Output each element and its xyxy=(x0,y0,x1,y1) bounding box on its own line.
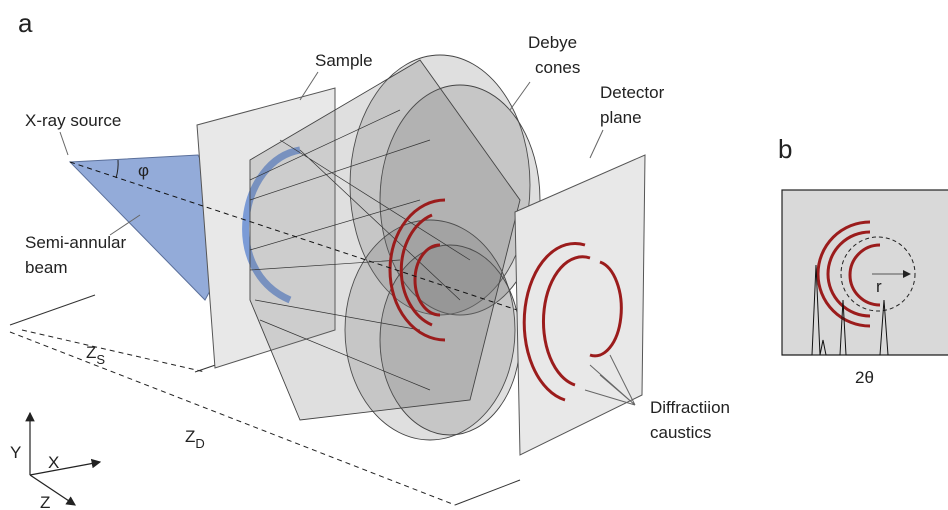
label-debye: Debye xyxy=(528,33,577,52)
label-zd: ZD xyxy=(185,427,205,451)
panel-label: a xyxy=(18,8,33,38)
label-source: X-ray source xyxy=(25,111,121,130)
leaders xyxy=(59,71,636,406)
phi-arc xyxy=(115,159,119,179)
label-caustics: caustics xyxy=(650,423,711,442)
axis-label: X xyxy=(48,453,59,472)
panel-b xyxy=(781,189,948,356)
sample-plane xyxy=(196,87,336,369)
distance-lines xyxy=(9,294,521,506)
label-phi: φ xyxy=(138,161,149,180)
label-two-theta: 2θ xyxy=(855,368,874,387)
label-debye: cones xyxy=(535,58,580,77)
label-zs: ZS xyxy=(86,343,105,367)
axis-label: Z xyxy=(40,493,50,510)
label-detector: Detector xyxy=(600,83,665,102)
label-r: r xyxy=(876,277,882,296)
axis-label: Y xyxy=(10,443,21,462)
caustic xyxy=(522,241,586,402)
label-zd-sub: D xyxy=(195,436,204,451)
label-beam: Semi-annular xyxy=(25,233,126,252)
label-zd-main: Z xyxy=(185,427,195,446)
caustic xyxy=(589,260,623,358)
caustic xyxy=(541,255,591,387)
panel-label: b xyxy=(778,134,792,164)
label-zs-main: Z xyxy=(86,343,96,362)
label-beam: beam xyxy=(25,258,68,277)
axes-icon xyxy=(25,411,102,506)
detector-plane xyxy=(514,154,646,456)
label-detector: plane xyxy=(600,108,642,127)
label-sample: Sample xyxy=(315,51,373,70)
label-caustics: Diffractiion xyxy=(650,398,730,417)
sample-ring xyxy=(242,146,301,304)
label-zs-sub: S xyxy=(96,352,105,367)
